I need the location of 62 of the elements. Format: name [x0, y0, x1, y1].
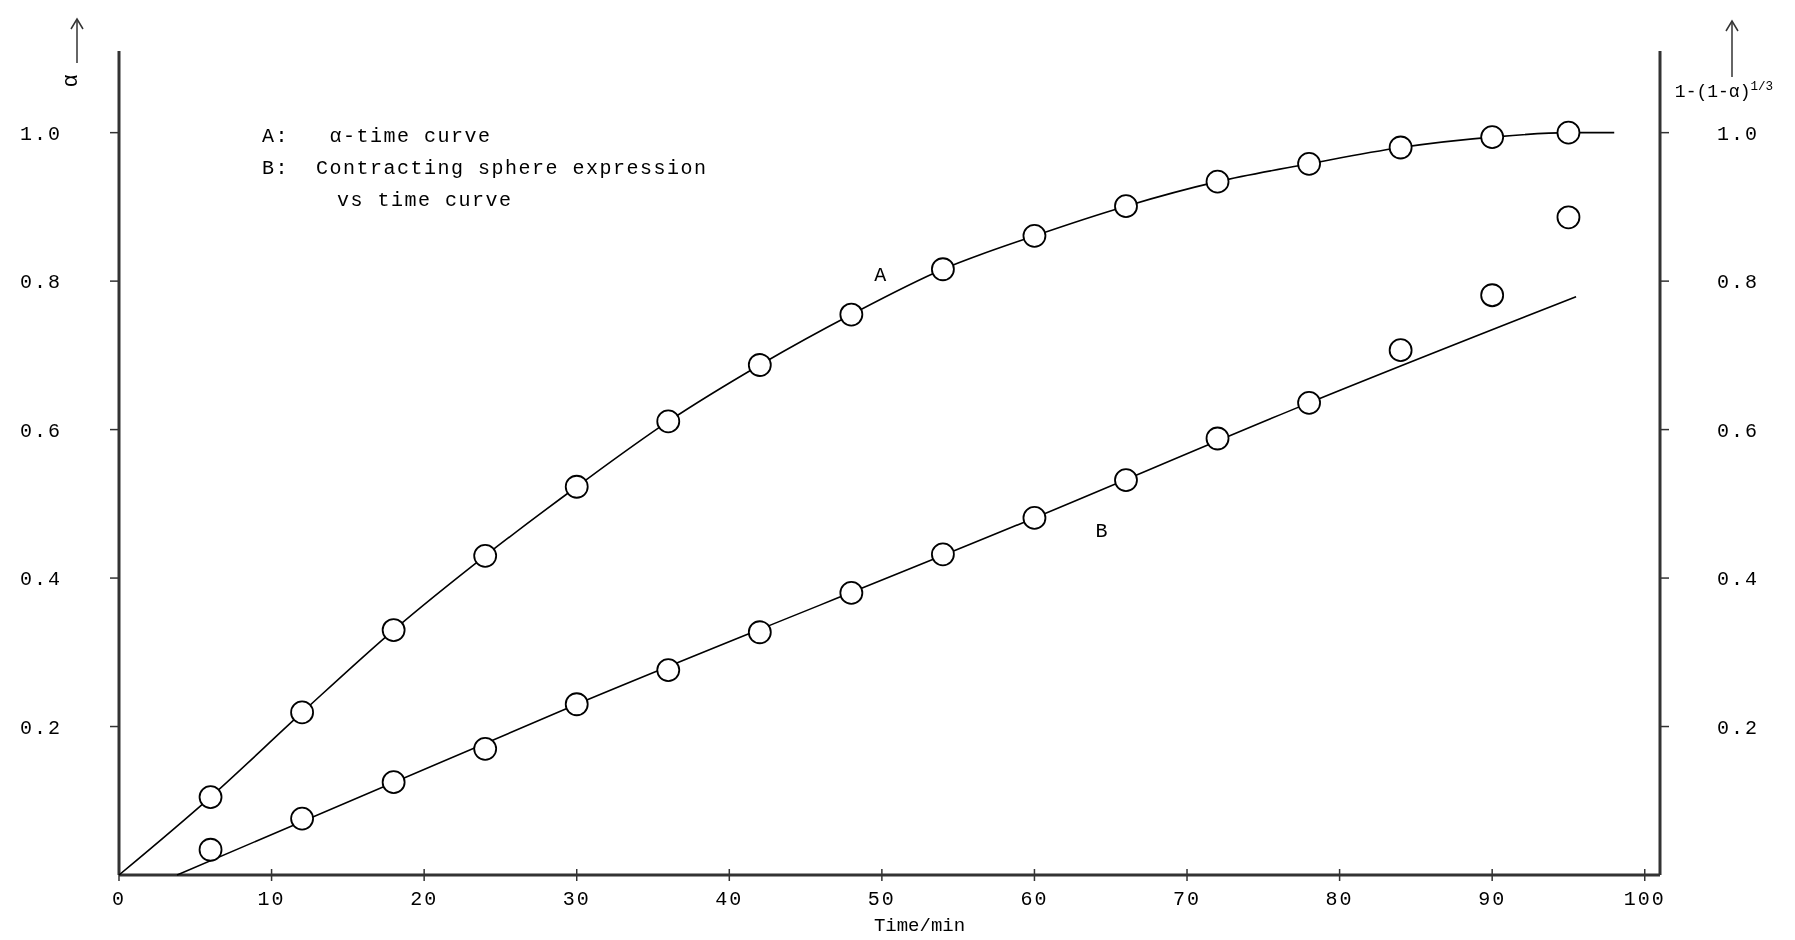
- point: [473, 543, 498, 568]
- point: [1480, 125, 1505, 150]
- point: [1022, 223, 1047, 248]
- point: [1388, 135, 1413, 160]
- point: [1205, 426, 1230, 451]
- point: [1205, 169, 1230, 194]
- point: [198, 785, 223, 809]
- y-tick-label: 1.0: [19, 122, 63, 146]
- y2-tick-label: 1.0: [1716, 122, 1760, 146]
- point: [290, 806, 314, 831]
- point: [1556, 120, 1581, 145]
- point: [290, 700, 314, 725]
- x-axis-title: Time/min: [873, 915, 966, 937]
- y2-tick-label: 0.8: [1716, 271, 1760, 295]
- annotation: A: [874, 264, 888, 288]
- point: [564, 474, 589, 499]
- x-tick-label: 20: [410, 888, 439, 911]
- point: [1388, 338, 1413, 363]
- x-tick-label: 80: [1325, 888, 1354, 911]
- y2-tick-label: 0.6: [1716, 419, 1760, 443]
- point: [1480, 283, 1505, 308]
- point: [381, 770, 406, 795]
- y-axis-title: α: [59, 74, 84, 88]
- y-tick-label: 0.8: [19, 271, 63, 295]
- y2-axis-title: 1-(1-α)$^{1/3}$: [1674, 80, 1774, 102]
- annotation: vs time curve: [337, 189, 513, 212]
- x-tick-label: 10: [257, 888, 286, 911]
- x-tick-label: 100: [1623, 888, 1666, 911]
- point: [1556, 205, 1581, 230]
- point: [1114, 194, 1138, 219]
- point: [747, 620, 772, 645]
- point: [1297, 151, 1321, 176]
- annotation: B: [1095, 520, 1109, 544]
- point: [1297, 390, 1321, 415]
- point: [1114, 468, 1138, 492]
- annotation: B: Contracting sphere expression: [262, 157, 708, 180]
- x-tick-label: 90: [1478, 888, 1507, 911]
- point: [564, 692, 589, 717]
- point: [747, 353, 772, 377]
- annotation: A: α-time curve: [262, 125, 492, 148]
- point: [198, 837, 223, 862]
- y2-tick-label: 0.4: [1716, 568, 1760, 592]
- point: [381, 618, 406, 642]
- point: [839, 302, 864, 327]
- x-tick-label: 0: [111, 888, 127, 911]
- y-tick-label: 0.4: [19, 568, 63, 592]
- point: [656, 658, 681, 683]
- point: [931, 257, 955, 282]
- line-series: [176, 295, 1577, 876]
- x-tick-label: 30: [562, 888, 591, 911]
- point: [1022, 506, 1047, 530]
- x-tick-label: 40: [715, 888, 744, 911]
- point: [473, 736, 498, 761]
- x-tick-label: 60: [1020, 888, 1049, 911]
- x-tick-label: 70: [1173, 888, 1202, 911]
- y-tick-label: 0.2: [19, 716, 63, 740]
- point: [656, 409, 681, 434]
- point: [931, 542, 955, 567]
- point: [839, 581, 864, 605]
- y2-tick-label: 0.2: [1716, 716, 1760, 740]
- y-tick-label: 0.6: [19, 419, 63, 443]
- x-tick-label: 50: [867, 888, 896, 911]
